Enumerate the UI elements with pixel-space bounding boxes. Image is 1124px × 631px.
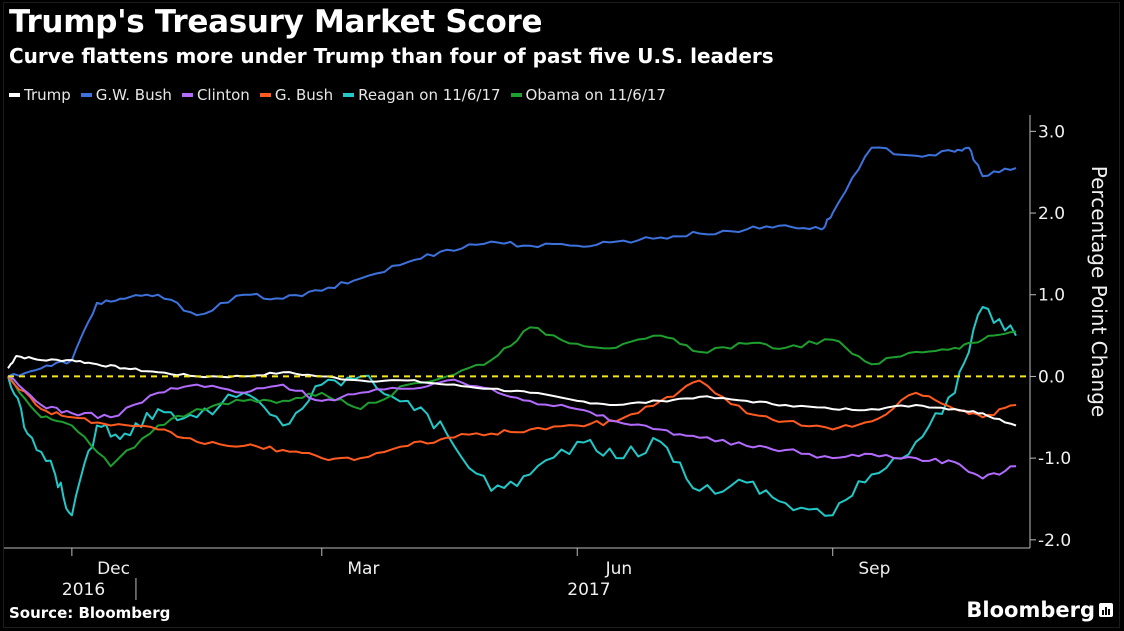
series-line — [7, 375, 1017, 480]
legend-item: G.W. Bush — [80, 86, 172, 104]
legend-item: Clinton — [181, 86, 250, 104]
x-tick-label: Dec — [97, 559, 130, 579]
legend: Trump G.W. Bush Clinton G. Bush Reagan on 11… — [9, 86, 666, 104]
legend-swatch — [80, 93, 92, 97]
series-line — [7, 326, 1017, 468]
series-line — [7, 355, 1017, 427]
legend-swatch — [259, 93, 271, 97]
legend-label: G. Bush — [274, 86, 334, 104]
series-line — [7, 146, 1017, 378]
y-tick-label: 0.0 — [1038, 367, 1065, 387]
legend-label: G.W. Bush — [95, 86, 172, 104]
year-label: 2017 — [567, 580, 610, 600]
x-tick-label: Mar — [347, 559, 379, 579]
x-tick-label: Sep — [858, 559, 890, 579]
legend-item: Obama on 11/6/17 — [510, 86, 666, 104]
legend-swatch — [510, 93, 522, 97]
y-tick-label: -2.0 — [1038, 531, 1071, 551]
y-tick-label: 2.0 — [1038, 204, 1065, 224]
legend-item: G. Bush — [259, 86, 334, 104]
legend-item: Reagan on 11/6/17 — [343, 86, 501, 104]
source-note: Source: Bloomberg — [9, 604, 171, 622]
legend-label: Reagan on 11/6/17 — [358, 86, 501, 104]
legend-label: Clinton — [196, 86, 250, 104]
series-line — [7, 306, 1017, 517]
y-tick-label: -1.0 — [1038, 449, 1071, 469]
legend-label: Trump — [24, 86, 71, 104]
y-tick-label: 1.0 — [1038, 286, 1065, 306]
legend-swatch — [9, 93, 20, 97]
series-line — [7, 375, 1017, 462]
chart-frame — [3, 2, 1120, 628]
y-tick-label: 3.0 — [1038, 122, 1065, 142]
legend-item: Trump — [9, 86, 71, 104]
brand-logo: Bloomberg — [966, 598, 1113, 622]
chart-subtitle: Curve flattens more under Trump than fou… — [9, 44, 774, 68]
y-axis-label: Percentage Point Change — [1087, 166, 1111, 417]
legend-swatch — [343, 93, 355, 97]
legend-swatch — [181, 93, 193, 97]
brand-name: Bloomberg — [966, 598, 1095, 622]
year-label: 2016 — [62, 580, 105, 600]
bloomberg-chart-icon — [1099, 603, 1113, 617]
chart-title: Trump's Treasury Market Score — [9, 4, 543, 40]
x-tick-label: Jun — [605, 559, 633, 579]
legend-label: Obama on 11/6/17 — [525, 86, 666, 104]
